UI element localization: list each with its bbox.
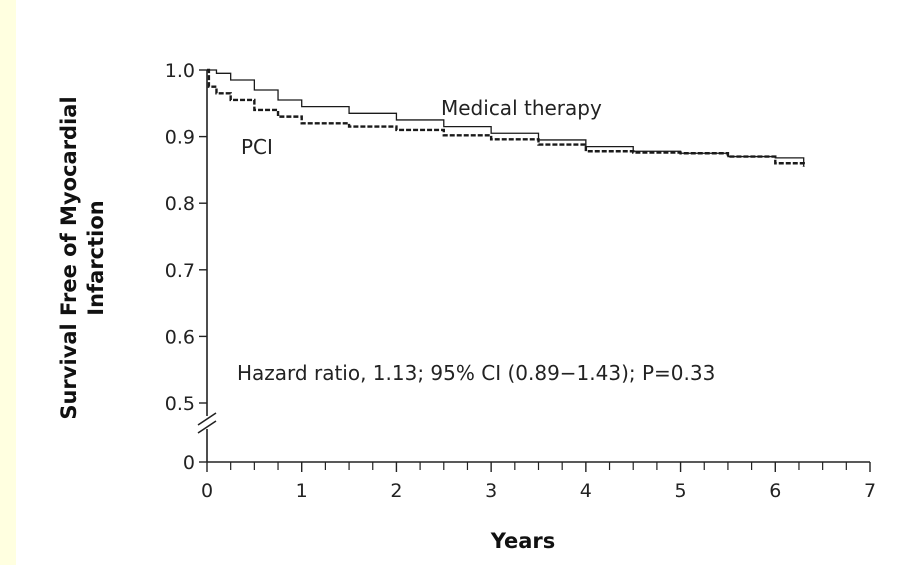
y-axis-title-line1: Survival Free of Myocardial [57, 96, 81, 419]
y-tick-label: 0.9 [165, 127, 195, 149]
y-tick-label: 0.8 [165, 193, 195, 215]
x-tick-label: 1 [296, 480, 308, 502]
series-layer [207, 68, 805, 167]
x-axis-title: Years [490, 529, 556, 553]
y-tick-label: 0 [183, 452, 195, 474]
chart-panel [16, 0, 911, 565]
x-tick-label: 3 [485, 480, 497, 502]
axis-break-mark [197, 420, 217, 434]
y-tick-label: 0.6 [165, 326, 195, 348]
x-tick-label: 4 [580, 480, 592, 502]
y-tick-label: 0.5 [165, 393, 195, 415]
y-tick-label: 1.0 [165, 60, 195, 82]
hazard-ratio-annotation: Hazard ratio, 1.13; 95% CI (0.89−1.43); … [237, 361, 715, 385]
y-axis-title-line2: Infarction [84, 200, 108, 316]
y-tick-label: 0.7 [165, 260, 195, 282]
x-tick-label: 7 [864, 480, 876, 502]
axes: 0 0.5 0.6 0.7 0.8 0.9 1.0 0 1 2 3 4 5 6 7 [165, 60, 876, 502]
x-tick-label: 6 [769, 480, 781, 502]
x-tick-label: 0 [201, 480, 213, 502]
x-tick-label: 5 [675, 480, 687, 502]
x-tick-label: 2 [390, 480, 402, 502]
axis-break-mark [197, 412, 217, 426]
series-label-pci: PCI [241, 135, 273, 159]
series-line-pci [207, 68, 805, 167]
series-label-medical-therapy: Medical therapy [441, 96, 602, 120]
